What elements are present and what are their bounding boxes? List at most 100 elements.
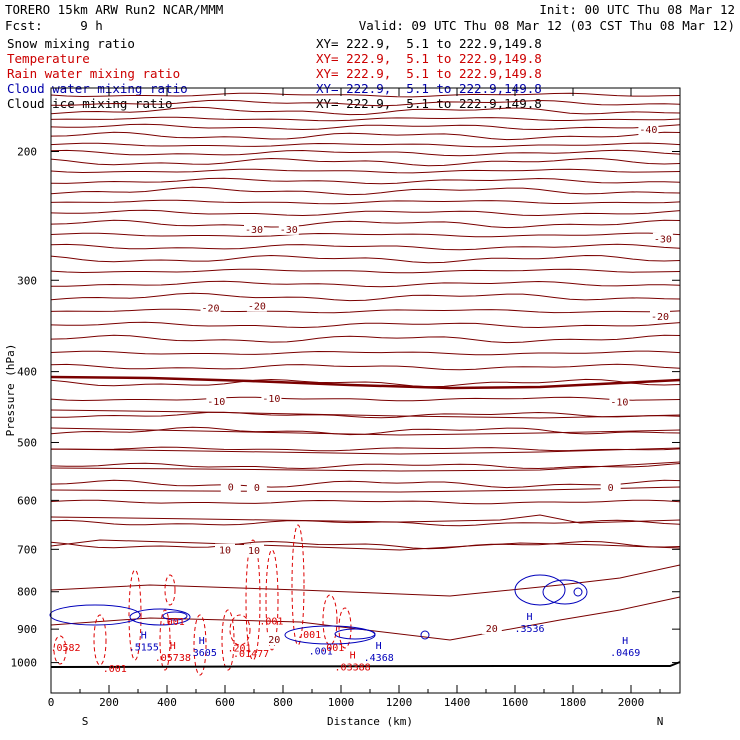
- rain-contour: [291, 524, 305, 646]
- fcst-line: Fcst: 9 h: [5, 18, 103, 33]
- temperature-contour: [50, 378, 681, 388]
- temperature-label: 0: [608, 483, 614, 494]
- temperature-label: -30: [245, 225, 263, 236]
- extremum-value: .001: [259, 617, 283, 628]
- temperature-contour: [50, 177, 681, 185]
- temperature-contour: [50, 106, 681, 116]
- temperature-label: -10: [610, 398, 628, 409]
- x-tick-label: 1400: [444, 696, 471, 709]
- temperature-label: -10: [207, 397, 225, 408]
- temperature-contour: [50, 99, 681, 107]
- init-line: Init: 00 UTC Thu 08 Mar 12: [539, 2, 735, 17]
- temperature-label: -10: [262, 394, 280, 405]
- temperature-label-bg: [200, 301, 221, 314]
- rain-contour: [265, 549, 279, 651]
- plot-frame: [50, 87, 681, 694]
- extremum-mark: H: [622, 636, 628, 647]
- rain-contour: [338, 607, 352, 649]
- rain-contour: [221, 609, 235, 671]
- temperature-label: 20: [486, 624, 498, 635]
- legend-entry-name: Snow mixing ratio: [7, 36, 135, 51]
- temperature-label: 0: [228, 482, 234, 493]
- rain-contour: [128, 569, 142, 661]
- temperature-label: 20: [268, 635, 280, 646]
- temperature-contour: [50, 540, 681, 550]
- temperature-label-bg: [244, 544, 264, 557]
- x-tick-label: 2000: [618, 696, 645, 709]
- rain-contour: [193, 614, 207, 676]
- temperature-contour: [50, 168, 681, 174]
- extremum-value: .03388: [335, 663, 371, 674]
- rain-contour: [93, 614, 107, 666]
- x-tick-label: 600: [215, 696, 235, 709]
- temperature-contour: [50, 564, 681, 597]
- temperature-contour: [50, 427, 681, 436]
- extremum-value: .001: [161, 617, 185, 628]
- temperature-contour: [50, 539, 681, 551]
- rain-contour: [164, 574, 176, 606]
- temperature-label: -20: [248, 302, 266, 313]
- temperature-contour: [50, 426, 681, 436]
- temperature-label-bg: [220, 480, 241, 493]
- extremum-mark: H: [526, 612, 532, 623]
- x-tick-label: 800: [273, 696, 293, 709]
- plot-area: -40 -30 -30 -30 -20 -20 -20 -10 -10 -10 0 0 0 10 10 20 2…: [49, 92, 681, 676]
- temperature-contour: [50, 334, 681, 344]
- temperature-label: -30: [654, 235, 672, 246]
- temperature-contour: [50, 131, 681, 141]
- valid-line: Valid: 09 UTC Thu 08 Mar 12 (03 CST Thu …: [359, 18, 735, 33]
- legend-entry-name: Temperature: [7, 51, 90, 66]
- extremum-mark: H: [199, 636, 205, 647]
- temperature-contour: [50, 209, 681, 217]
- extremum-mark: H: [170, 641, 176, 652]
- extremum-mark: H: [350, 651, 356, 662]
- extremum-value: .001: [309, 646, 333, 657]
- extremum-value: .5155: [129, 642, 159, 653]
- x-tick-label: 400: [157, 696, 177, 709]
- extremum-value: .0582: [50, 643, 80, 654]
- temperature-label: 10: [219, 546, 231, 557]
- temperature-contour: [50, 409, 681, 419]
- south-label: S: [82, 715, 89, 728]
- temperature-contour: [50, 268, 681, 274]
- temperature-contour: [50, 461, 681, 472]
- cloud-water-contour: [420, 630, 430, 640]
- x-tick-label: 1200: [386, 696, 413, 709]
- temperature-contour: [50, 479, 681, 489]
- y-tick-label: 400: [17, 366, 37, 379]
- temperature-contour: [50, 142, 681, 148]
- temperature-contour: [50, 232, 681, 238]
- temperature-contour: [50, 157, 681, 167]
- temperature-contour: [50, 116, 681, 122]
- extremum-value: .201: [227, 644, 251, 655]
- y-tick-label: 800: [17, 586, 37, 599]
- rain-contour: [322, 594, 338, 646]
- y-tick-label: 1000: [11, 657, 38, 670]
- x-tick-label: 1600: [502, 696, 529, 709]
- extremum-mark: H: [141, 630, 147, 641]
- temperature-contour: [50, 186, 681, 196]
- temperature-contour: [50, 149, 681, 157]
- extremum-value: .3536: [514, 624, 544, 635]
- extremum-value: .3605: [187, 648, 217, 659]
- legend-entry-xy: XY= 222.9, 5.1 to 222.9,149.8: [316, 66, 542, 81]
- temperature-label-bg: [481, 622, 502, 635]
- temperature-contour: [50, 446, 681, 452]
- freezing-level-contour: [50, 375, 681, 390]
- temperature-contour: [50, 396, 681, 402]
- temperature-label-bg: [278, 222, 299, 235]
- temperature-contour: [50, 514, 681, 524]
- temperature-label: 0: [254, 483, 260, 494]
- x-tick-label: 1000: [328, 696, 355, 709]
- temperature-label-bg: [244, 222, 264, 235]
- rain-contour: [159, 609, 171, 671]
- cloud-water-contour: [162, 611, 188, 621]
- legend-entry-xy: XY= 222.9, 5.1 to 222.9,149.8: [316, 36, 542, 51]
- temperature-label-bg: [609, 395, 630, 408]
- temperature-contour: [50, 219, 681, 229]
- extremum-value: .01477: [233, 649, 269, 660]
- extremum-value: .001: [297, 630, 321, 641]
- temperature-contour: [50, 123, 681, 131]
- rain-contour: [53, 635, 67, 665]
- temperature-contour: [50, 292, 681, 302]
